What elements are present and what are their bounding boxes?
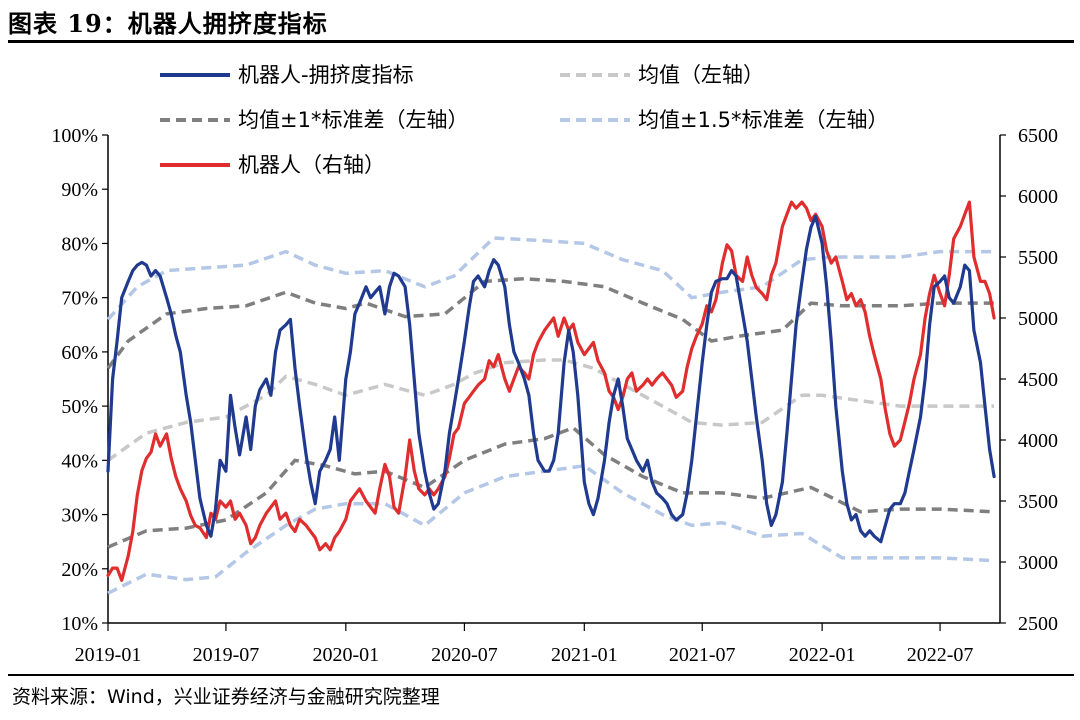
legend-label: 机器人-拥挤度指标: [238, 63, 414, 87]
left-y-tick-label: 90%: [61, 179, 98, 201]
bottom-rule: [8, 674, 1074, 676]
legend-item: 均值±1*标准差（左轴）: [160, 108, 468, 132]
legend-item: 均值（左轴）: [560, 63, 764, 87]
left-y-tick-label: 40%: [61, 450, 98, 472]
left-y-tick-label: 100%: [51, 125, 98, 147]
x-tick-label: 2021-07: [669, 644, 736, 666]
source-note: 资料来源：Wind，兴业证券经济与金融研究院整理: [12, 686, 440, 708]
series-line-2-upper: [106, 276, 995, 370]
right-y-tick-label: 5500: [1018, 247, 1058, 269]
right-y-tick-label: 3500: [1018, 491, 1058, 513]
x-tick-label: 2020-01: [312, 644, 379, 666]
left-y-tick-label: 70%: [61, 288, 98, 310]
right-y-tick-label: 5000: [1018, 308, 1058, 330]
left-y-tick-label: 30%: [61, 505, 98, 527]
left-y-tick-label: 60%: [61, 342, 98, 364]
x-tick-label: 2020-07: [431, 644, 498, 666]
right-y-tick-label: 3000: [1018, 552, 1058, 574]
legend-label: 均值（左轴）: [638, 63, 764, 87]
right-y-tick-label: 6500: [1018, 125, 1058, 147]
x-tick-label: 2019-01: [75, 644, 142, 666]
left-y-tick-label: 20%: [61, 559, 98, 581]
legend-item: 机器人（右轴）: [160, 153, 385, 177]
x-tick-label: 2022-01: [789, 644, 856, 666]
figure-title: 图表 19：机器人拥挤度指标: [8, 9, 328, 38]
x-tick-label: 2021-01: [551, 644, 618, 666]
left-y-tick-label: 50%: [61, 396, 98, 418]
series-line-4-upper: [106, 236, 995, 321]
right-y-tick-label: 2500: [1018, 613, 1058, 635]
title-rule: [8, 40, 1074, 43]
left-y-tick-label: 80%: [61, 233, 98, 255]
right-y-tick-label: 6000: [1018, 186, 1058, 208]
legend-item: 均值±1.5*标准差（左轴）: [560, 108, 889, 132]
series-line-0: [106, 214, 996, 544]
legend-label: 均值±1*标准差（左轴）: [238, 108, 468, 132]
legend-item: 机器人-拥挤度指标: [160, 63, 414, 87]
series-layer: [106, 200, 996, 595]
left-y-tick-label: 10%: [61, 613, 98, 635]
series-line-3-lower: [107, 426, 995, 549]
crowding-line-chart: 10% 20% 30% 40% 50% 60% 70% 80% 90% 100% 2500 3000 3…: [51, 63, 1058, 666]
legend-label: 均值±1.5*标准差（左轴）: [638, 108, 889, 132]
legend-label: 机器人（右轴）: [238, 153, 385, 177]
x-tick-label: 2022-07: [907, 644, 974, 666]
right-y-tick-label: 4500: [1018, 369, 1058, 391]
chart-axes: 10% 20% 30% 40% 50% 60% 70% 80% 90% 100% 2500 3000 3…: [51, 125, 1058, 666]
right-y-tick-label: 4000: [1018, 430, 1058, 452]
series-line-6: [106, 200, 996, 582]
chart-legend: 机器人-拥挤度指标 均值（左轴） 均值±1*标准差（左轴） 均值±1.5*标准差（左轴…: [160, 63, 889, 177]
series-line-5-lower: [107, 464, 995, 595]
x-tick-label: 2019-07: [193, 644, 260, 666]
